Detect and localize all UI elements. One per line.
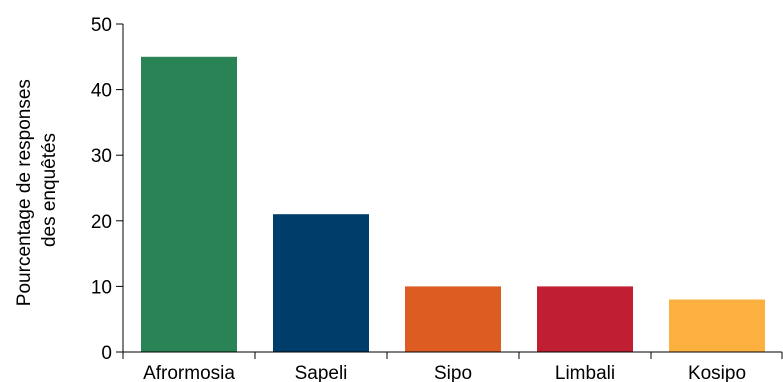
bar-limbali: [537, 286, 633, 352]
x-axis: Afrormosia Sapeli Sipo Limbali Kosipo: [122, 351, 783, 382]
y-axis-title: Pourcentage de responses des enquêtés: [14, 74, 60, 306]
bar-afrormosia: [141, 56, 237, 353]
y-axis: 0 10 20 30 40 50: [91, 15, 124, 364]
y-tick-label-50: 50: [91, 15, 112, 36]
y-axis-title-line-2: des enquêtés: [39, 133, 60, 247]
x-tick-label-afrormosia: Afrormosia: [143, 363, 235, 382]
y-tick-label-40: 40: [91, 81, 112, 102]
x-tick-label-sapeli: Sapeli: [295, 363, 348, 382]
y-axis-title-line-1: Pourcentage de responses: [14, 79, 35, 306]
bar-sipo: [405, 286, 501, 352]
x-tick-label-kosipo: Kosipo: [688, 363, 746, 382]
y-tick-label-10: 10: [91, 277, 112, 298]
bar-kosipo: [669, 299, 765, 352]
x-tick-label-limbali: Limbali: [555, 363, 615, 382]
bar-sapeli: [273, 214, 369, 352]
x-tick-label-sipo: Sipo: [434, 363, 472, 382]
y-tick-label-30: 30: [91, 146, 112, 167]
y-tick-label-20: 20: [91, 212, 112, 233]
y-tick-label-0: 0: [101, 343, 112, 364]
bars-group: [141, 56, 765, 353]
